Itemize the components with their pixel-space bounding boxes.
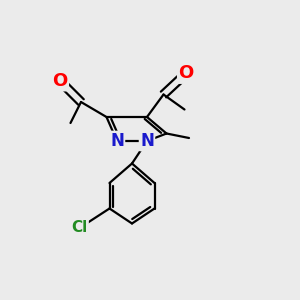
Text: N: N <box>140 132 154 150</box>
Text: Cl: Cl <box>71 220 88 236</box>
Text: O: O <box>52 72 68 90</box>
Text: N: N <box>110 132 124 150</box>
Text: O: O <box>178 64 194 82</box>
